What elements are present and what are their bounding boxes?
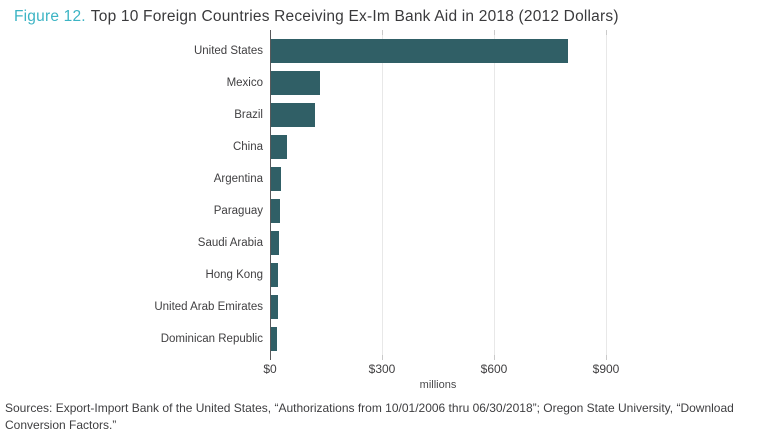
bar-saudi-arabia <box>271 231 279 255</box>
x-axis-tick <box>606 30 607 35</box>
category-label: United States <box>193 45 263 57</box>
category-label: Argentina <box>213 173 263 185</box>
category-label: Paraguay <box>213 205 263 217</box>
figure-title-text: Top 10 Foreign Countries Receiving Ex-Im… <box>90 8 619 25</box>
gridline <box>494 30 495 355</box>
source-note-line2: Conversion Factors.” <box>5 417 117 432</box>
source-note-line1: Sources: Export-Import Bank of the Unite… <box>5 401 734 415</box>
x-tick-label: $300 <box>368 362 396 376</box>
figure-title: Figure 12. Top 10 Foreign Countries Recei… <box>14 8 619 26</box>
x-axis-tick <box>606 355 607 360</box>
gridline <box>382 30 383 355</box>
figure-number-label: Figure 12. <box>14 8 86 25</box>
bar-united-states <box>271 39 568 63</box>
y-axis-line <box>270 30 271 355</box>
gridline <box>606 30 607 355</box>
bar-argentina <box>271 167 281 191</box>
x-tick-label: $0 <box>263 362 277 376</box>
category-label: United Arab Emirates <box>154 301 263 313</box>
category-label: Dominican Republic <box>160 333 263 345</box>
bar-china <box>271 135 287 159</box>
x-axis-tick <box>382 355 383 360</box>
x-tick-label: $600 <box>480 362 508 376</box>
bar-hong-kong <box>271 263 278 287</box>
category-label: China <box>232 141 263 153</box>
x-axis-tick <box>270 355 271 360</box>
x-axis-tick <box>382 30 383 35</box>
category-label: Mexico <box>226 77 263 89</box>
bar-united-arab-emirates <box>271 295 278 319</box>
x-axis-tick <box>494 30 495 35</box>
x-tick-label: $900 <box>592 362 620 376</box>
category-label: Saudi Arabia <box>197 237 263 249</box>
x-axis-tick <box>494 355 495 360</box>
category-label: Brazil <box>234 109 263 121</box>
bar-mexico <box>271 71 320 95</box>
bar-dominican-republic <box>271 327 277 351</box>
category-label: Hong Kong <box>205 269 263 281</box>
bar-paraguay <box>271 199 280 223</box>
bar-brazil <box>271 103 315 127</box>
x-axis-unit-label: millions <box>419 379 457 391</box>
source-note: Sources: Export-Import Bank of the Unite… <box>5 400 757 433</box>
